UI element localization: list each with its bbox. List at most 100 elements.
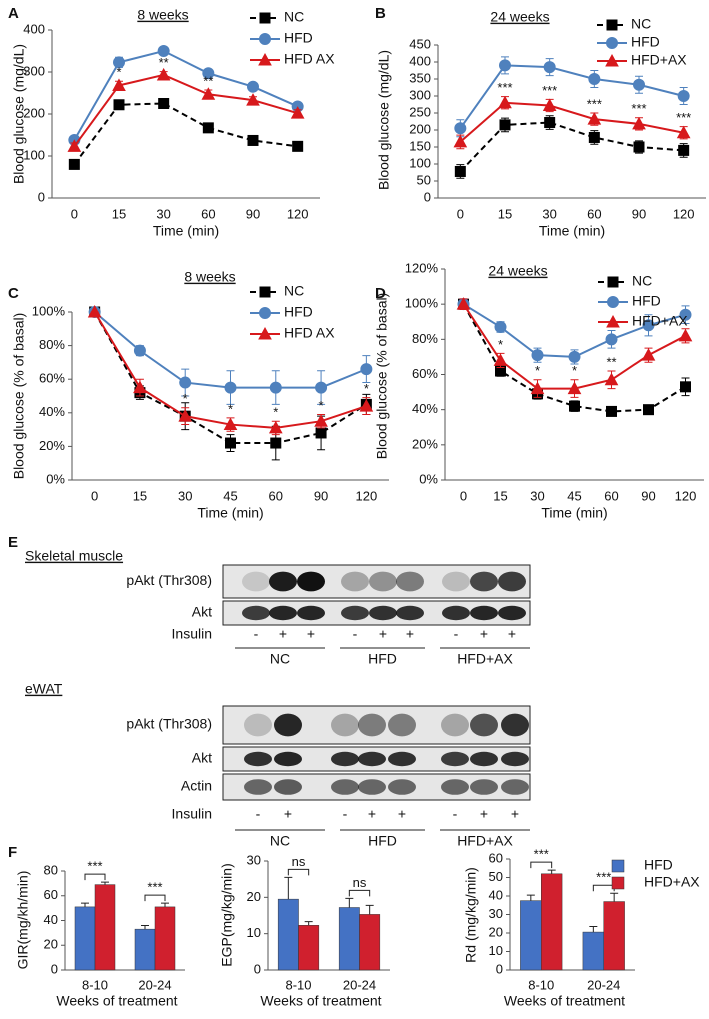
legend-label: HFD xyxy=(644,857,673,873)
panel-label: D xyxy=(375,285,386,302)
marker xyxy=(225,437,236,449)
blot-band xyxy=(331,751,359,767)
marker xyxy=(359,399,374,412)
y-tick-label: 50 xyxy=(489,869,503,884)
bracket xyxy=(530,861,553,869)
marker xyxy=(604,372,619,386)
marker xyxy=(113,56,125,69)
y-tick-label: 80% xyxy=(412,331,438,346)
blot-band xyxy=(331,779,359,795)
blot-band xyxy=(498,571,526,592)
legend-marker xyxy=(259,307,271,319)
x-tick-label: 15 xyxy=(493,488,507,503)
legend-label: HFD xyxy=(284,304,313,320)
x-tick-label: 15 xyxy=(498,206,512,221)
insulin-sign: + xyxy=(508,626,516,642)
marker xyxy=(454,165,466,177)
bar xyxy=(154,906,176,971)
blot-section-title: Skeletal muscle xyxy=(25,548,123,564)
blot-band xyxy=(242,571,270,592)
bar xyxy=(359,914,381,971)
bar xyxy=(298,925,320,971)
blot-band xyxy=(242,605,270,621)
marker xyxy=(678,328,693,342)
marker xyxy=(178,409,193,422)
marker xyxy=(315,381,328,394)
error-bar xyxy=(547,869,556,874)
marker xyxy=(133,380,147,394)
x-tick-label: 8-10 xyxy=(82,977,108,992)
bar xyxy=(582,931,605,971)
x-tick-label: 60 xyxy=(587,206,601,221)
series-line xyxy=(73,73,298,147)
marker xyxy=(268,420,283,434)
y-tick-label: 50 xyxy=(417,172,431,187)
insulin-sign: - xyxy=(256,806,261,822)
significance: ns xyxy=(292,854,306,869)
blot-band xyxy=(498,605,526,621)
x-tick-label: 8-10 xyxy=(285,977,311,992)
insulin-sign: + xyxy=(480,806,488,822)
blot-band xyxy=(441,751,469,767)
blot-band xyxy=(501,713,529,737)
error-bar xyxy=(345,897,354,908)
blot-band xyxy=(274,751,302,767)
y-axis-label: Blood glucose (mg/dL) xyxy=(376,50,392,190)
legend-marker xyxy=(605,53,619,67)
y-axis-label: Blood glucose (% of basal) xyxy=(374,293,390,460)
x-tick-label: 60 xyxy=(269,488,283,503)
x-tick-label: 0 xyxy=(460,488,467,503)
chart-title: 8 weeks xyxy=(184,269,235,285)
blot-band xyxy=(388,751,416,767)
marker xyxy=(543,61,556,74)
group-label: HFD+AX xyxy=(457,651,513,667)
bar xyxy=(520,900,542,971)
blot-band xyxy=(244,713,272,737)
group-label: HFD xyxy=(368,651,397,667)
x-axis-label: Time (min) xyxy=(541,505,607,521)
marker xyxy=(499,59,511,72)
marker xyxy=(113,99,125,111)
y-tick-label: 0 xyxy=(51,961,58,976)
x-axis-label: Weeks of treatment xyxy=(504,993,625,1009)
y-tick-label: 0 xyxy=(424,189,431,204)
significance: * xyxy=(498,337,503,352)
blot-band xyxy=(441,713,469,737)
y-tick-label: 40 xyxy=(44,912,58,927)
legend-marker xyxy=(259,12,271,24)
significance: * xyxy=(228,401,233,416)
marker xyxy=(677,90,690,102)
panel-label: E xyxy=(8,534,18,551)
marker xyxy=(360,363,373,376)
series-line xyxy=(459,64,684,129)
marker xyxy=(157,45,170,57)
blot-band xyxy=(470,713,498,737)
marker xyxy=(588,131,600,143)
blot-row-label: Akt xyxy=(192,750,212,766)
y-axis-label: EGP(mg/kg/min) xyxy=(219,863,235,966)
blot-band xyxy=(341,605,369,621)
y-tick-label: 100 xyxy=(23,147,45,162)
error-bar xyxy=(304,921,313,926)
blot-band xyxy=(244,751,272,767)
blot-row-label: pAkt (Thr308) xyxy=(126,572,212,588)
marker xyxy=(270,437,282,449)
legend-marker xyxy=(258,326,272,340)
blot-band xyxy=(442,605,470,621)
bracket xyxy=(84,873,106,881)
x-tick-label: 90 xyxy=(641,488,655,503)
blot-band xyxy=(369,605,397,621)
insulin-sign: + xyxy=(480,626,488,642)
y-tick-label: 20% xyxy=(39,438,65,453)
significance: * xyxy=(572,363,577,378)
y-tick-label: 0 xyxy=(496,961,503,976)
y-tick-label: 40% xyxy=(412,401,438,416)
y-axis-label: Rd (mg/kg/min) xyxy=(463,867,479,963)
insulin-sign: + xyxy=(368,806,376,822)
legend-label: NC xyxy=(631,16,651,32)
insulin-sign: + xyxy=(279,626,287,642)
y-tick-label: 80 xyxy=(44,862,58,877)
significance: * xyxy=(116,65,121,80)
insulin-sign: + xyxy=(307,626,315,642)
chart-title: 24 weeks xyxy=(490,9,549,25)
